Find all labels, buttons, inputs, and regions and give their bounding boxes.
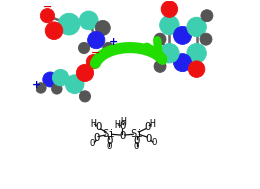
Circle shape	[45, 22, 63, 40]
Circle shape	[86, 55, 101, 69]
Circle shape	[88, 31, 105, 49]
Text: O: O	[145, 122, 151, 132]
Text: O: O	[95, 122, 101, 132]
Circle shape	[65, 75, 84, 94]
Circle shape	[187, 43, 206, 63]
Circle shape	[40, 9, 55, 23]
Circle shape	[76, 64, 94, 82]
Circle shape	[160, 43, 179, 63]
Circle shape	[52, 69, 69, 86]
Circle shape	[51, 84, 62, 94]
Circle shape	[103, 42, 114, 54]
Circle shape	[95, 20, 110, 35]
Text: Si: Si	[102, 129, 115, 139]
Text: −: −	[42, 2, 52, 12]
Circle shape	[79, 11, 98, 30]
Circle shape	[154, 60, 166, 72]
Text: O: O	[119, 121, 126, 131]
Circle shape	[200, 33, 212, 45]
Text: O: O	[89, 139, 95, 148]
Text: O: O	[106, 136, 113, 146]
Text: O: O	[107, 142, 112, 151]
Text: O: O	[133, 136, 140, 146]
Text: H: H	[90, 119, 96, 129]
Circle shape	[188, 61, 205, 77]
Text: H: H	[120, 117, 126, 127]
Text: O: O	[152, 138, 157, 147]
Circle shape	[154, 33, 166, 45]
Circle shape	[161, 1, 178, 17]
Circle shape	[187, 17, 206, 37]
Text: H: H	[114, 119, 120, 129]
Circle shape	[43, 72, 58, 87]
Circle shape	[160, 15, 179, 35]
Text: H: H	[149, 119, 155, 129]
Text: +: +	[108, 37, 118, 47]
Circle shape	[36, 83, 46, 93]
Text: O: O	[93, 133, 99, 143]
Circle shape	[173, 54, 192, 72]
Circle shape	[79, 42, 90, 54]
Text: −: −	[91, 48, 101, 58]
Circle shape	[58, 13, 80, 35]
Text: O: O	[119, 131, 126, 141]
Text: O: O	[146, 134, 152, 144]
Circle shape	[201, 10, 213, 22]
Text: Si: Si	[130, 129, 143, 139]
Text: +: +	[31, 80, 41, 90]
Circle shape	[173, 26, 192, 44]
Text: O: O	[134, 142, 139, 151]
Circle shape	[79, 91, 90, 102]
